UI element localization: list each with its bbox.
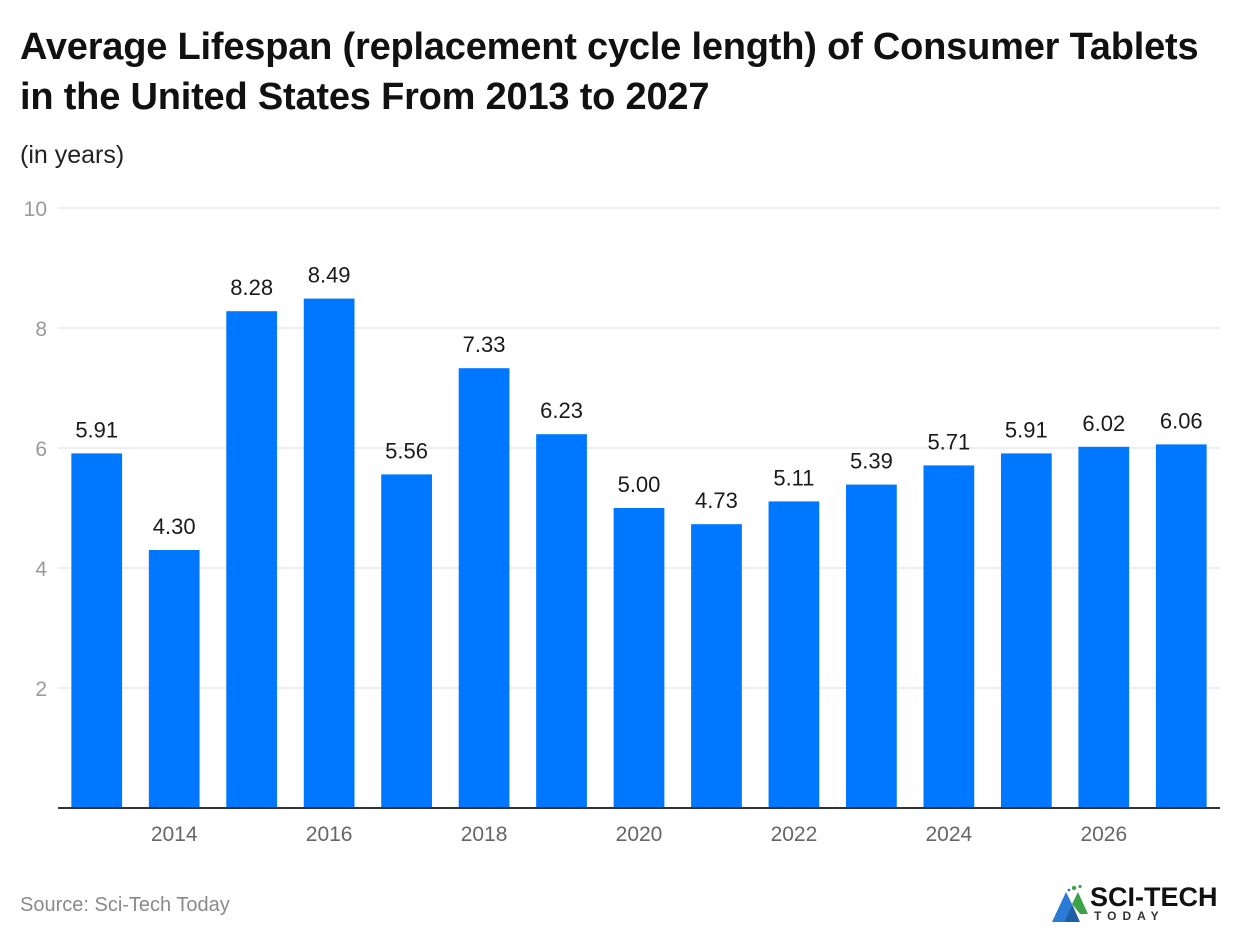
x-tick-label: 2016 — [306, 823, 353, 846]
bar — [458, 368, 510, 808]
bar — [613, 508, 665, 808]
data-label: 5.56 — [385, 438, 428, 463]
data-label: 6.23 — [540, 398, 583, 423]
x-tick-label: 2018 — [461, 823, 508, 846]
bar — [148, 550, 200, 808]
chart-subtitle: (in years) — [20, 141, 125, 169]
data-label: 4.73 — [695, 488, 738, 513]
x-tick-label: 2014 — [151, 823, 198, 846]
bar — [1000, 453, 1052, 808]
y-tick-label: 10 — [24, 198, 47, 221]
x-tick-label: 2022 — [771, 823, 818, 846]
logo-name: SCI-TECH — [1090, 882, 1218, 912]
x-tick-label: 2020 — [616, 823, 663, 846]
y-tick-label: 2 — [35, 678, 47, 701]
y-tick-label: 8 — [35, 318, 47, 341]
data-label: 8.49 — [308, 263, 351, 288]
y-tick-label: 4 — [35, 558, 47, 581]
bar — [303, 298, 355, 808]
x-tick-label: 2026 — [1080, 823, 1127, 846]
data-label: 5.39 — [850, 449, 893, 474]
chart-title: Average Lifespan (replacement cycle leng… — [20, 26, 1199, 118]
bar — [381, 474, 432, 808]
bar — [846, 484, 897, 808]
data-label: 5.91 — [75, 417, 118, 442]
data-label: 6.02 — [1082, 411, 1125, 436]
bar — [768, 501, 820, 808]
bar — [1155, 444, 1207, 808]
logo-tagline: TODAY — [1094, 909, 1165, 923]
bar — [1078, 446, 1130, 808]
source-note: Source: Sci-Tech Today — [20, 894, 230, 916]
data-label: 6.06 — [1160, 408, 1203, 433]
bar-chart: 2 4 6 8 10 5.91 4.30 8.28 8.49 5.56 7.33 6.23 5.00 4.… — [24, 198, 1220, 846]
bar — [226, 311, 278, 808]
y-tick-label: 6 — [35, 438, 47, 461]
data-label: 5.00 — [618, 472, 661, 497]
data-label: 5.71 — [927, 429, 970, 454]
x-tick-label: 2024 — [926, 823, 973, 846]
logo-mark-icon — [1052, 884, 1088, 922]
bar — [691, 524, 742, 808]
data-label: 7.33 — [463, 332, 506, 357]
data-label: 5.11 — [773, 465, 814, 490]
data-label: 8.28 — [230, 275, 273, 300]
bar — [71, 453, 123, 808]
bar — [536, 434, 587, 808]
data-label: 4.30 — [153, 514, 196, 539]
data-label: 5.91 — [1005, 417, 1048, 442]
brand-logo: SCI-TECH TODAY — [1050, 880, 1230, 930]
bar — [923, 465, 975, 808]
